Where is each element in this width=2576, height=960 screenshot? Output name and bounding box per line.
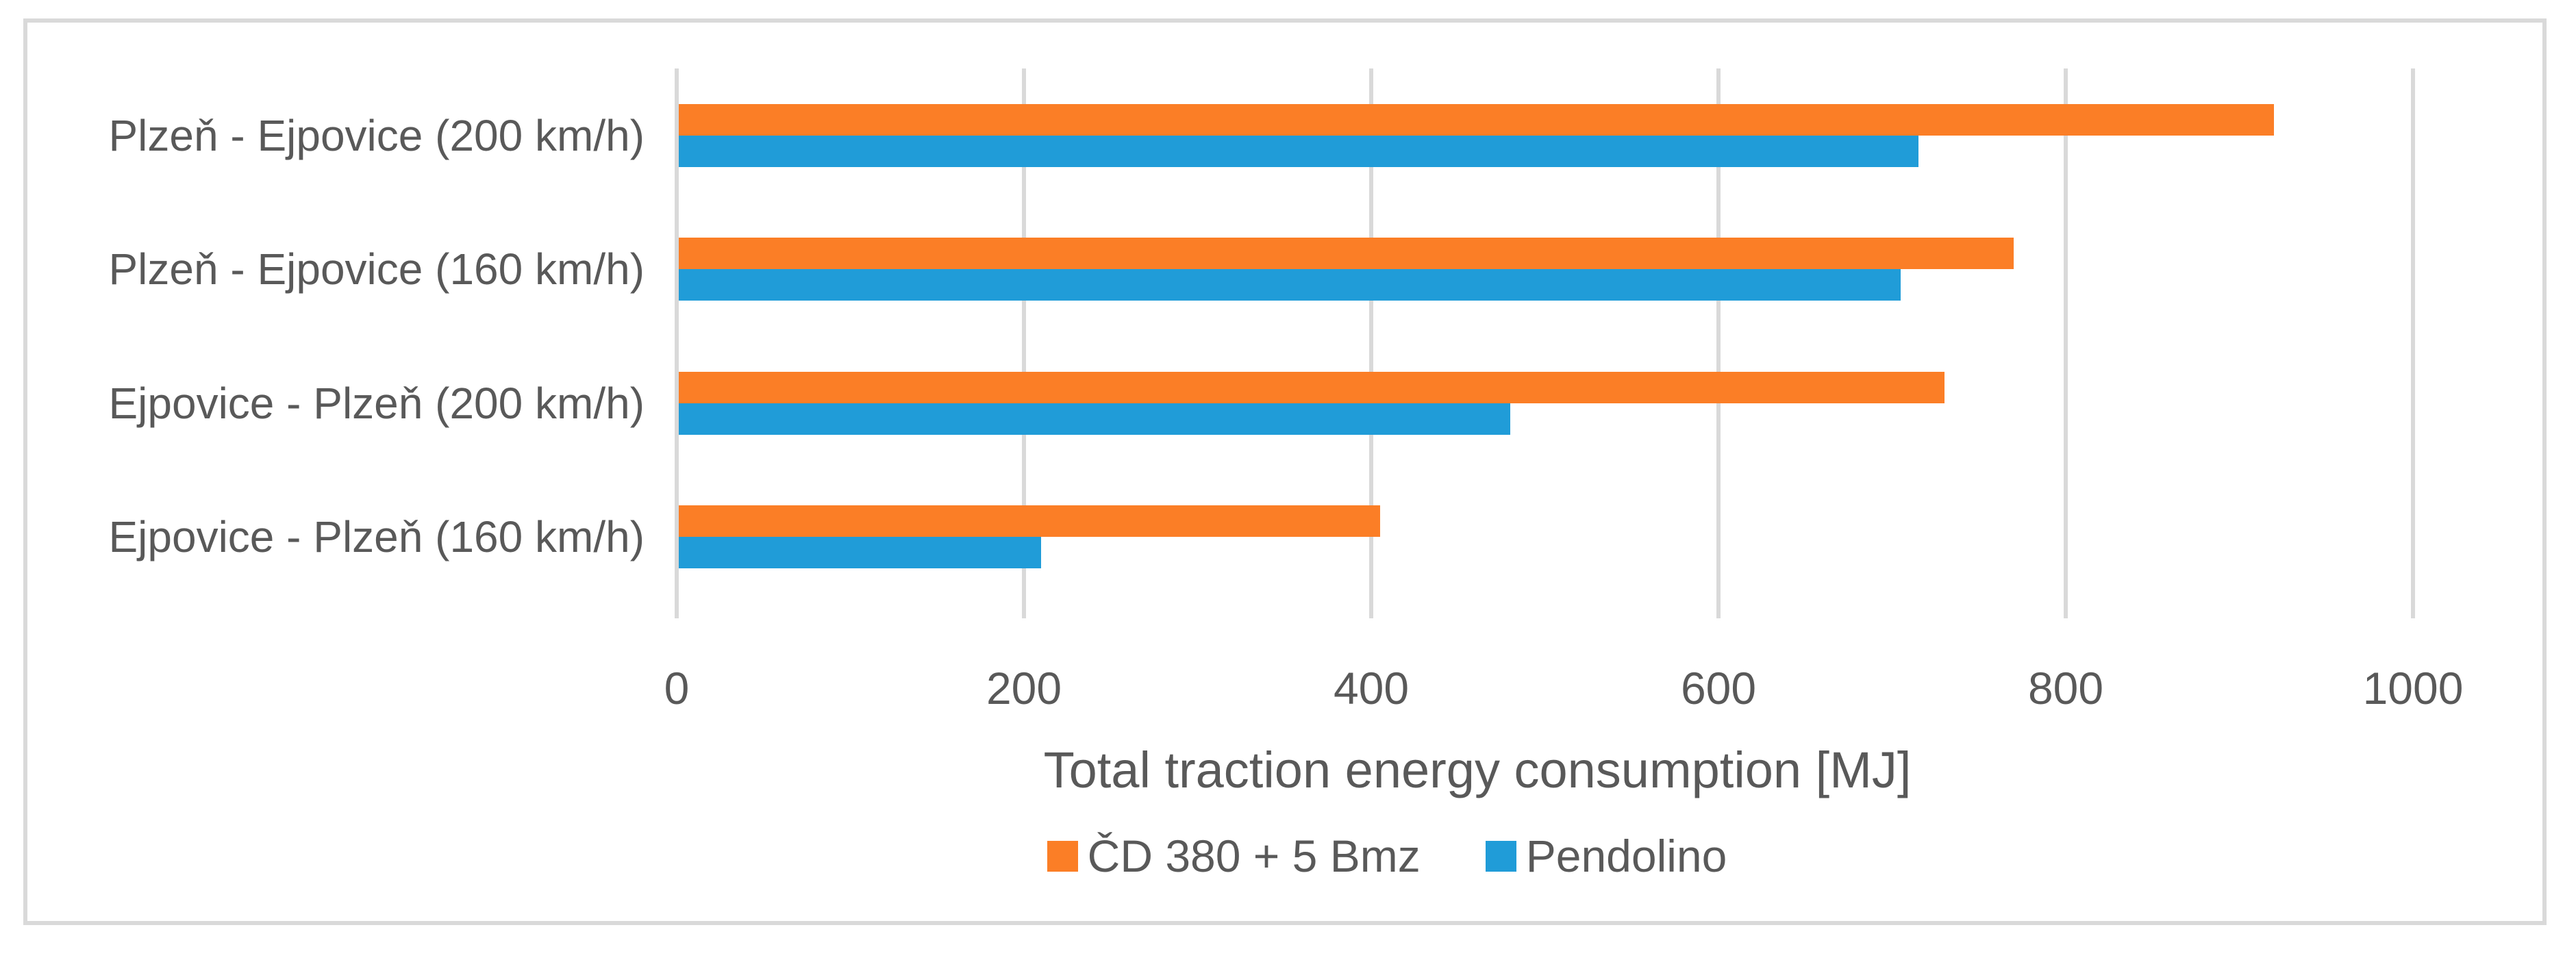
gridline — [1716, 68, 1721, 618]
bar-series-0-cat-1 — [679, 238, 2014, 270]
bar-series-0-cat-0 — [679, 103, 2275, 136]
category-axis-labels: Plzeň - Ejpovice (200 km/h) Plzeň - Ejpov… — [0, 68, 645, 604]
x-tick-label: 600 — [1680, 663, 1757, 713]
x-tick-label: 400 — [1333, 663, 1410, 713]
gridline — [2411, 68, 2415, 618]
bar-series-1-cat-0 — [679, 135, 1918, 167]
x-tick-label: 1000 — [2362, 663, 2464, 713]
legend: ČD 380 + 5 Bmz Pendolino — [565, 825, 2209, 887]
x-axis-title: Total traction energy consumption [MJ] — [1043, 742, 1912, 798]
bar-series-0-cat-3 — [679, 505, 1380, 538]
bar-series-1-cat-1 — [679, 269, 1901, 301]
gridline — [2064, 68, 2068, 618]
gridline — [675, 68, 679, 618]
bar-series-1-cat-2 — [679, 403, 1510, 435]
x-tick-label: 0 — [664, 663, 690, 713]
x-tick-label: 200 — [986, 663, 1062, 713]
x-tick-label: 800 — [2027, 663, 2104, 713]
legend-item: ČD 380 + 5 Bmz — [1047, 833, 1421, 879]
legend-item: Pendolino — [1485, 831, 1727, 881]
legend-swatch — [1047, 840, 1078, 872]
legend-label: ČD 380 + 5 Bmz — [1087, 831, 1421, 881]
chart-frame — [23, 18, 2547, 925]
category-label: Plzeň - Ejpovice (160 km/h) — [108, 244, 645, 294]
legend-swatch — [1485, 840, 1516, 872]
legend-label: Pendolino — [1525, 831, 1727, 881]
category-label: Plzeň - Ejpovice (200 km/h) — [108, 110, 645, 160]
bar-series-1-cat-3 — [679, 537, 1042, 569]
category-label: Ejpovice - Plzeň (200 km/h) — [108, 378, 645, 428]
category-label: Ejpovice - Plzeň (160 km/h) — [108, 512, 645, 562]
gridline — [1022, 68, 1026, 618]
gridline — [1369, 68, 1373, 618]
bar-series-0-cat-2 — [679, 371, 1944, 403]
